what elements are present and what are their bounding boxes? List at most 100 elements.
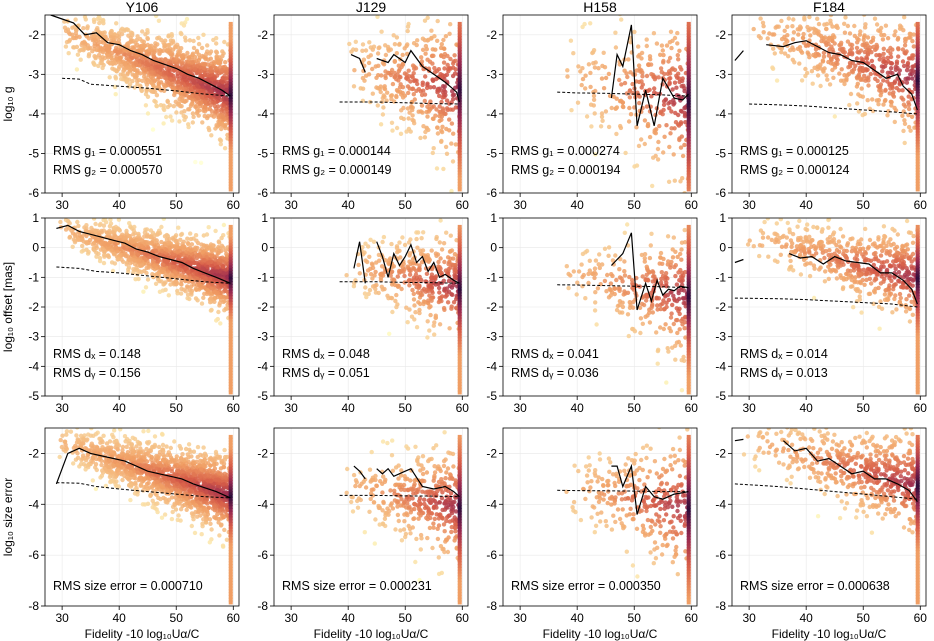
scatter-point bbox=[124, 262, 129, 267]
scatter-point bbox=[636, 63, 642, 68]
scatter-point bbox=[637, 94, 642, 99]
density-hex bbox=[228, 331, 233, 336]
scatter-point bbox=[444, 72, 450, 78]
scatter-point bbox=[874, 22, 880, 27]
scatter-point bbox=[885, 113, 890, 118]
scatter-point bbox=[578, 69, 583, 74]
scatter-point bbox=[115, 257, 120, 262]
x-tick-label: 30 bbox=[55, 401, 69, 415]
scatter-point bbox=[153, 56, 159, 61]
scatter-point bbox=[428, 9, 432, 13]
density-hex bbox=[915, 78, 920, 83]
density-hex bbox=[915, 150, 920, 155]
scatter-point bbox=[138, 83, 143, 89]
density-hex bbox=[915, 136, 920, 141]
scatter-point bbox=[197, 108, 202, 113]
scatter-point bbox=[132, 224, 137, 230]
scatter-point bbox=[571, 51, 576, 56]
density-hex bbox=[457, 159, 462, 164]
scatter-point bbox=[111, 225, 117, 231]
reference-dashed-line bbox=[339, 101, 460, 105]
scatter-point bbox=[628, 40, 633, 45]
scatter-point bbox=[411, 92, 416, 97]
scatter-point bbox=[147, 58, 152, 64]
scatter-point bbox=[414, 325, 420, 330]
density-hex bbox=[228, 97, 233, 102]
scatter-point bbox=[177, 119, 182, 124]
scatter-point bbox=[376, 45, 381, 51]
scatter-point bbox=[360, 75, 366, 81]
scatter-point bbox=[868, 39, 874, 45]
scatter-point bbox=[136, 258, 141, 264]
scatter-point bbox=[606, 245, 612, 250]
scatter-point bbox=[397, 42, 402, 47]
median-line bbox=[376, 241, 460, 284]
scatter-point bbox=[626, 119, 632, 124]
scatter-point bbox=[394, 292, 399, 298]
scatter-point bbox=[447, 283, 452, 289]
scatter-point bbox=[190, 51, 196, 56]
scatter-point bbox=[850, 70, 855, 75]
scatter-point bbox=[592, 65, 598, 70]
scatter-point bbox=[624, 71, 629, 76]
scatter-point bbox=[829, 44, 834, 49]
scatter-point bbox=[834, 23, 839, 28]
scatter-point bbox=[603, 109, 609, 114]
scatter-point bbox=[881, 46, 886, 51]
scatter-point bbox=[431, 53, 436, 58]
scatter-point bbox=[901, 128, 906, 134]
scatter-point bbox=[171, 104, 176, 109]
density-hex bbox=[228, 33, 233, 38]
scatter-point bbox=[66, 51, 71, 56]
scatter-point bbox=[181, 239, 186, 244]
scatter-point bbox=[216, 60, 221, 65]
scatter-point bbox=[826, 53, 832, 58]
scatter-point bbox=[896, 54, 901, 59]
density-hex bbox=[686, 106, 691, 111]
y-tick-label: -5 bbox=[715, 146, 726, 160]
scatter-point bbox=[155, 69, 160, 74]
density-hex bbox=[228, 281, 233, 286]
density-hex bbox=[915, 30, 920, 35]
scatter-point bbox=[886, 109, 891, 114]
scatter-point bbox=[367, 287, 373, 293]
density-hex bbox=[228, 376, 233, 381]
scatter-point bbox=[878, 29, 883, 34]
scatter-point bbox=[388, 295, 394, 301]
scatter-point bbox=[848, 91, 854, 97]
scatter-point bbox=[161, 218, 166, 221]
y-tick-label: -6 bbox=[486, 186, 497, 200]
scatter-point bbox=[431, 116, 436, 122]
y-tick-label: -5 bbox=[257, 146, 268, 160]
scatter-point bbox=[113, 245, 118, 251]
density-hex bbox=[457, 38, 462, 43]
density-hex bbox=[686, 179, 691, 184]
scatter-point bbox=[667, 144, 672, 150]
scatter-point bbox=[822, 35, 828, 40]
density-hex bbox=[228, 122, 233, 127]
scatter-point bbox=[678, 198, 682, 202]
scatter-point bbox=[413, 66, 419, 71]
scatter-point bbox=[93, 221, 98, 227]
scatter-point bbox=[800, 11, 804, 15]
density-hex bbox=[457, 173, 462, 178]
density-hex bbox=[915, 159, 920, 164]
density-hex bbox=[228, 78, 233, 83]
scatter-point bbox=[98, 221, 103, 227]
scatter-point bbox=[411, 266, 417, 271]
density-hex bbox=[686, 33, 691, 38]
scatter-point bbox=[862, 111, 868, 117]
scatter-point bbox=[439, 247, 445, 252]
density-hex bbox=[686, 145, 691, 150]
scatter-point bbox=[606, 124, 612, 130]
density-hex bbox=[457, 117, 462, 122]
density-hex bbox=[457, 86, 462, 91]
scatter-point bbox=[129, 30, 134, 35]
scatter-point bbox=[420, 47, 426, 52]
density-hex bbox=[228, 297, 233, 302]
scatter-point bbox=[161, 121, 166, 126]
scatter-point bbox=[93, 228, 98, 233]
scatter-point bbox=[164, 70, 169, 76]
